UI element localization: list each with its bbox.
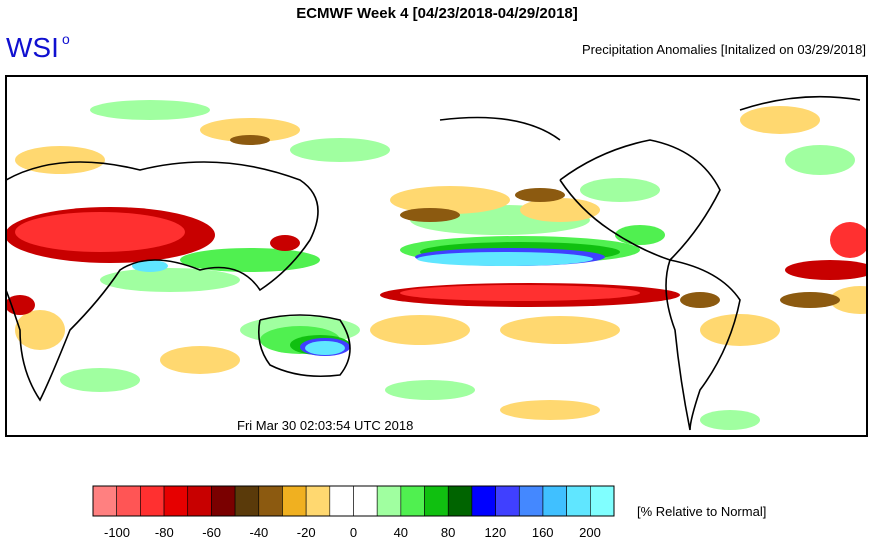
- colorbar-swatch: [400, 485, 425, 517]
- colorbar-swatch: [542, 485, 567, 517]
- logo-mark: o: [62, 31, 70, 47]
- colorbar-label: 40: [394, 525, 408, 540]
- colorbar-label: 120: [485, 525, 507, 540]
- map: Fri Mar 30 02:03:54 UTC 2018: [5, 75, 868, 437]
- colorbar-swatch: [376, 485, 402, 517]
- subtitle: Precipitation Anomalies [Initalized on 0…: [582, 42, 866, 57]
- colorbar-swatch: [495, 485, 520, 517]
- colorbar-swatch: [211, 485, 236, 517]
- colorbar-swatch: [187, 485, 212, 517]
- colorbar-label: -60: [202, 525, 221, 540]
- timestamp: Fri Mar 30 02:03:54 UTC 2018: [237, 418, 413, 433]
- colorbar-swatch: [282, 485, 307, 517]
- colorbar-border: [92, 485, 615, 517]
- colorbar-swatch: [329, 485, 354, 517]
- colorbar-swatch: [116, 485, 141, 517]
- colorbar-label: 80: [441, 525, 455, 540]
- colorbar-swatch: [424, 485, 449, 517]
- colorbar-swatch: [518, 485, 544, 517]
- colorbar-swatch: [140, 485, 165, 517]
- colorbar-swatch: [590, 485, 615, 517]
- colorbar-label: -20: [297, 525, 316, 540]
- colorbar-swatch: [92, 485, 117, 517]
- coastlines: [6, 95, 861, 431]
- colorbar-swatch: [447, 485, 473, 517]
- colorbar-label: 200: [579, 525, 601, 540]
- colorbar-label: -100: [104, 525, 130, 540]
- logo: WSI: [6, 32, 59, 63]
- colorbar-label: 0: [350, 525, 357, 540]
- title: ECMWF Week 4 [04/23/2018-04/29/2018]: [296, 5, 578, 22]
- colorbar: -100 -80 -60 -40 -20 0 40 80 120 160 200: [92, 485, 615, 540]
- colorbar-swatch: [258, 485, 283, 517]
- colorbar-label: -40: [250, 525, 269, 540]
- anomalies: [6, 100, 867, 430]
- colorbar-swatch: [353, 485, 378, 517]
- colorbar-label: -80: [155, 525, 174, 540]
- map-border: [5, 75, 868, 437]
- colorbar-unit: [% Relative to Normal]: [637, 504, 766, 519]
- colorbar-swatch: [471, 485, 496, 517]
- colorbar-swatch: [234, 485, 260, 517]
- colorbar-swatch: [305, 485, 331, 517]
- colorbar-swatch: [566, 485, 591, 517]
- colorbar-label: 160: [532, 525, 554, 540]
- colorbar-swatch: [163, 485, 189, 517]
